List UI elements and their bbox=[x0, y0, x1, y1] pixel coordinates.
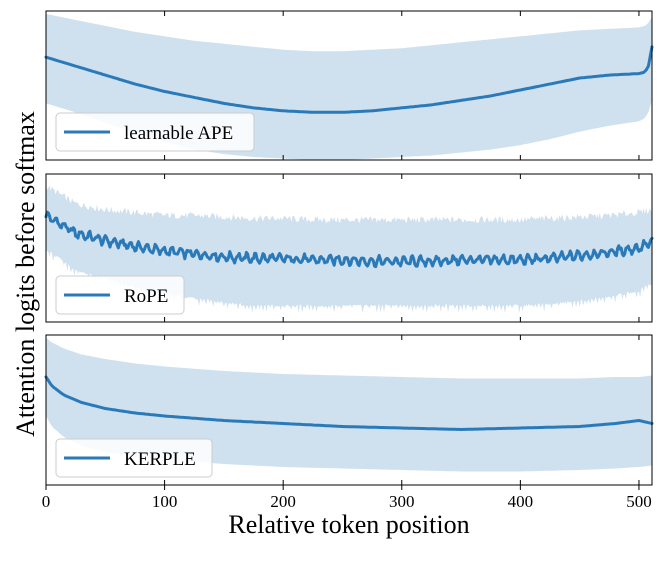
legend-learnable-ape: learnable APE bbox=[55, 112, 255, 152]
line-learnable-ape bbox=[44, 45, 654, 114]
legend-rope: RoPE bbox=[55, 275, 185, 315]
xtick-label: 0 bbox=[42, 492, 51, 511]
legend-label: KERPLE bbox=[124, 449, 196, 470]
panel-kerple: KERPLE bbox=[44, 334, 654, 486]
line-rope bbox=[44, 210, 654, 269]
panel-learnable-ape: learnable APE bbox=[44, 10, 654, 161]
legend-box bbox=[55, 438, 213, 478]
legend-box bbox=[55, 275, 185, 315]
axes-learnable-ape bbox=[45, 10, 653, 161]
ylabel: Attention logits before softmax bbox=[11, 111, 40, 437]
xtick-label: 400 bbox=[508, 492, 534, 511]
xtick-labels: 0 100 200 300 400 500 bbox=[42, 485, 652, 511]
xtick-label: 100 bbox=[152, 492, 178, 511]
band-kerple bbox=[46, 338, 652, 472]
legend-label: RoPE bbox=[124, 286, 168, 307]
axes-rope bbox=[45, 173, 653, 323]
xtick-label: 200 bbox=[270, 492, 296, 511]
legend-kerple: KERPLE bbox=[55, 438, 213, 478]
legend-box bbox=[55, 112, 255, 152]
line-kerple bbox=[44, 375, 654, 431]
xtick-label: 300 bbox=[389, 492, 415, 511]
xticks-kerple bbox=[45, 335, 640, 485]
xlabel: Relative token position bbox=[228, 510, 469, 539]
band-rope bbox=[46, 185, 652, 314]
axes-kerple bbox=[45, 334, 653, 486]
panel-rope: RoPE bbox=[44, 173, 654, 323]
legend-label: learnable APE bbox=[124, 123, 233, 144]
xtick-label: 500 bbox=[626, 492, 652, 511]
